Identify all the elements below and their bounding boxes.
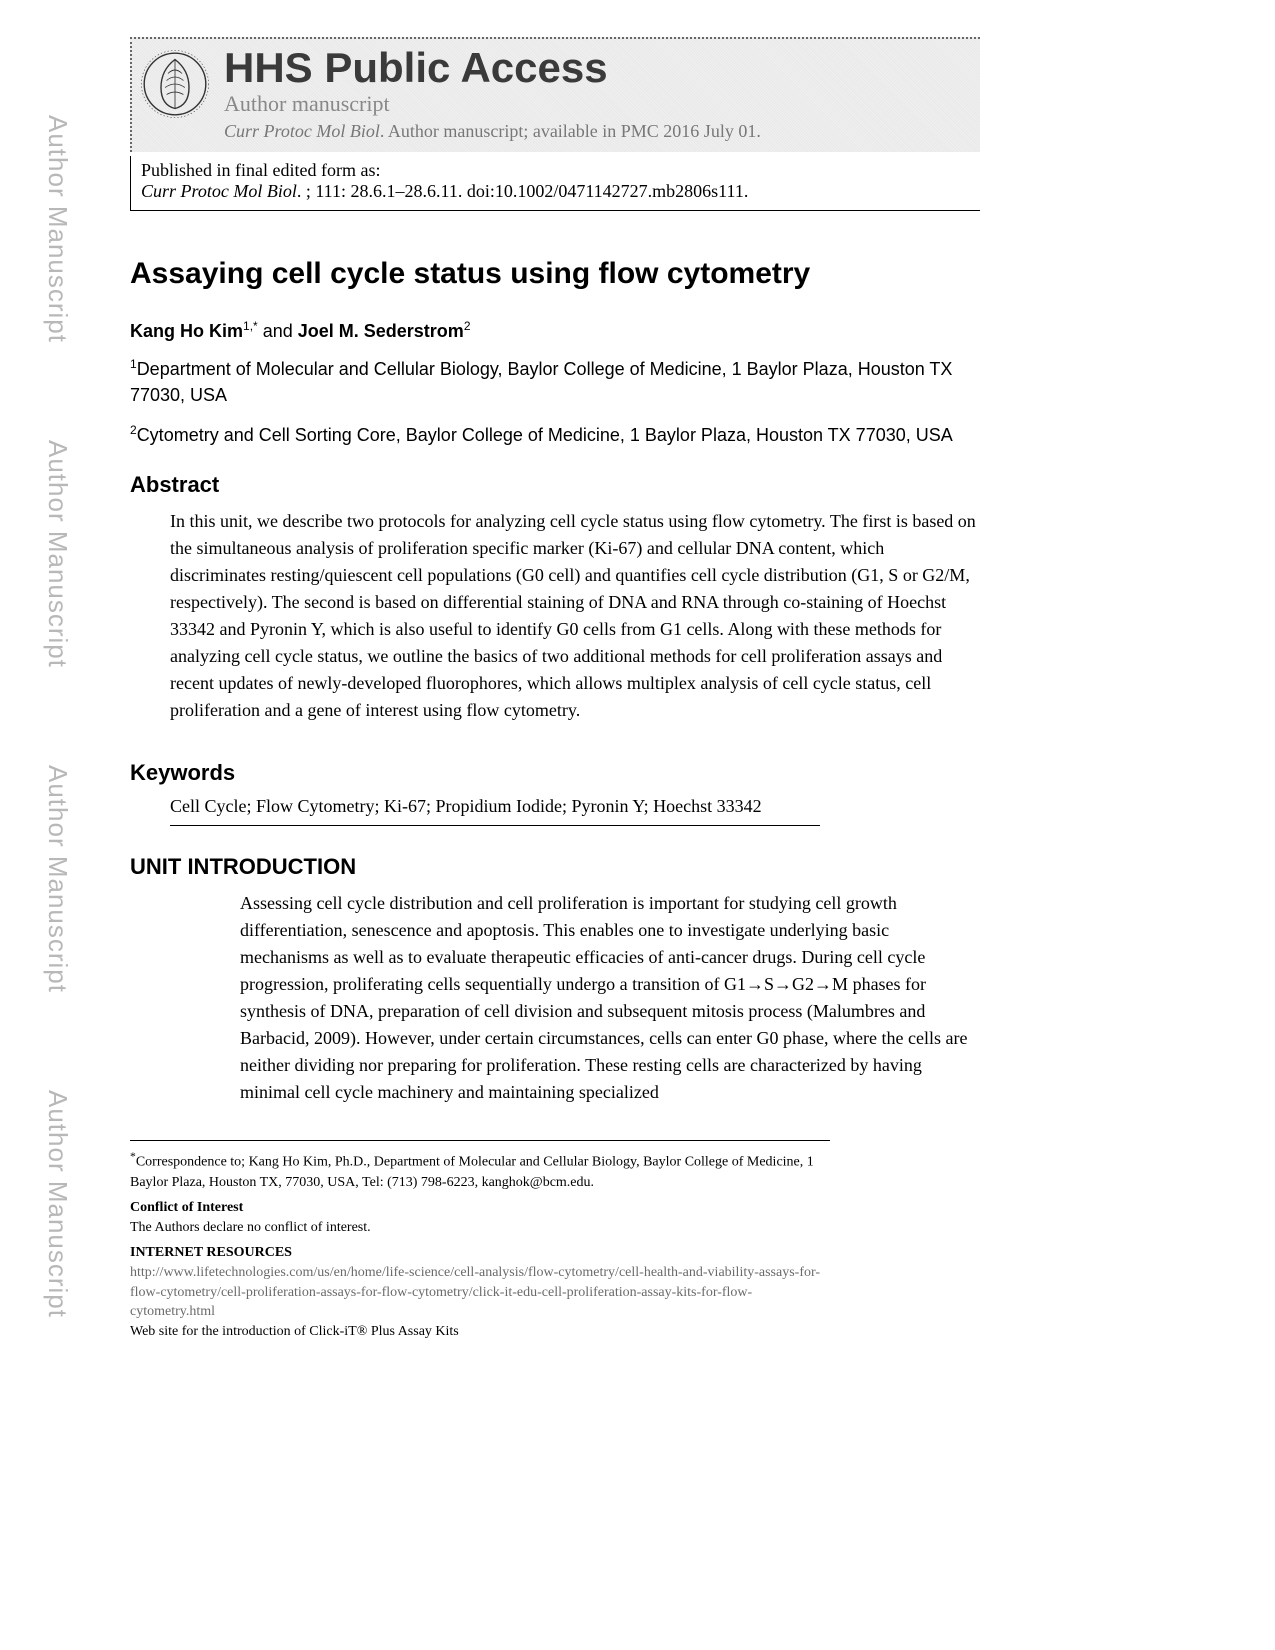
author-1-sup: 1,* — [243, 319, 258, 333]
published-citation: Curr Protoc Mol Biol. ; 111: 28.6.1–28.6… — [141, 181, 980, 202]
resources-url: http://www.lifetechnologies.com/us/en/ho… — [130, 1263, 830, 1322]
hhs-banner: HHS Public Access Author manuscript Curr… — [130, 37, 980, 152]
banner-journal-rest: . Author manuscript; available in PMC 20… — [380, 121, 761, 141]
author-2: Joel M. Sederstrom — [298, 321, 464, 341]
watermark-author-manuscript: Author Manuscript — [42, 115, 73, 343]
published-info: Published in final edited form as: Curr … — [130, 156, 980, 211]
affiliation-1: 1Department of Molecular and Cellular Bi… — [130, 356, 980, 408]
banner-subtitle: Author manuscript — [224, 91, 966, 117]
watermark-author-manuscript: Author Manuscript — [42, 765, 73, 993]
abstract-heading: Abstract — [130, 472, 980, 498]
page-content: HHS Public Access Author manuscript Curr… — [130, 37, 980, 1347]
affil-1-sup: 1 — [130, 357, 137, 371]
conflict-head: Conflict of Interest — [130, 1198, 830, 1218]
banner-title: HHS Public Access — [224, 47, 966, 89]
article-title: Assaying cell cycle status using flow cy… — [130, 257, 980, 291]
banner-journal-name: Curr Protoc Mol Biol — [224, 121, 380, 141]
intro-body: Assessing cell cycle distribution and ce… — [240, 890, 980, 1106]
intro-heading: UNIT INTRODUCTION — [130, 854, 980, 880]
author-1: Kang Ho Kim — [130, 321, 243, 341]
author-join: and — [258, 321, 298, 341]
corr-text: Correspondence to; Kang Ho Kim, Ph.D., D… — [130, 1155, 814, 1190]
resources-desc: Web site for the introduction of Click-i… — [130, 1322, 830, 1342]
footnote-correspondence: *Correspondence to; Kang Ho Kim, Ph.D., … — [130, 1149, 830, 1192]
banner-journal: Curr Protoc Mol Biol. Author manuscript;… — [224, 121, 966, 142]
author-2-sup: 2 — [464, 319, 471, 333]
footnotes: *Correspondence to; Kang Ho Kim, Ph.D., … — [130, 1140, 830, 1341]
footnote-resources: INTERNET RESOURCES http://www.lifetechno… — [130, 1243, 830, 1341]
abstract-body: In this unit, we describe two protocols … — [170, 508, 980, 724]
footnote-conflict: Conflict of Interest The Authors declare… — [130, 1198, 830, 1237]
watermark-author-manuscript: Author Manuscript — [42, 440, 73, 668]
conflict-body: The Authors declare no conflict of inter… — [130, 1218, 830, 1238]
citation-rest: . ; 111: 28.6.1–28.6.11. doi:10.1002/047… — [297, 181, 749, 201]
watermark-author-manuscript: Author Manuscript — [42, 1090, 73, 1318]
affil-1-text: Department of Molecular and Cellular Bio… — [130, 359, 952, 405]
affil-2-sup: 2 — [130, 423, 137, 437]
resources-head: INTERNET RESOURCES — [130, 1243, 830, 1263]
keywords-heading: Keywords — [130, 760, 980, 786]
keywords-body: Cell Cycle; Flow Cytometry; Ki-67; Propi… — [170, 796, 820, 826]
hhs-logo-icon — [140, 49, 210, 119]
citation-journal: Curr Protoc Mol Biol — [141, 181, 297, 201]
affiliation-2: 2Cytometry and Cell Sorting Core, Baylor… — [130, 422, 980, 448]
affil-2-text: Cytometry and Cell Sorting Core, Baylor … — [137, 425, 953, 445]
published-label: Published in final edited form as: — [141, 160, 980, 181]
author-list: Kang Ho Kim1,* and Joel M. Sederstrom2 — [130, 319, 980, 342]
